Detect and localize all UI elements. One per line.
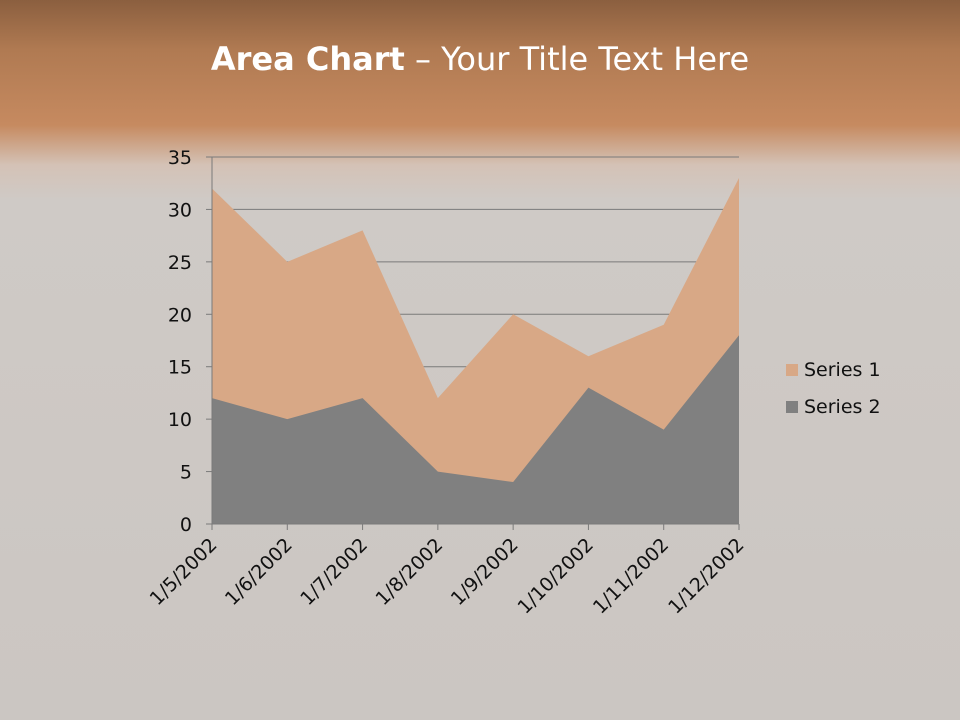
x-tick-label: 1/8/2002 <box>371 534 447 610</box>
legend-label: Series 2 <box>804 396 881 418</box>
x-tick-label: 1/7/2002 <box>296 534 372 610</box>
y-tick-label: 30 <box>168 199 192 221</box>
x-tick-label: 1/5/2002 <box>146 534 222 610</box>
x-tick-label: 1/11/2002 <box>589 534 673 618</box>
legend-swatch <box>786 364 798 376</box>
legend-label: Series 1 <box>804 359 881 381</box>
legend-series-2: Series 2 <box>786 396 881 418</box>
y-tick-label: 35 <box>168 147 192 169</box>
y-tick-label: 25 <box>168 252 192 274</box>
y-tick-label: 0 <box>180 514 192 536</box>
title-rest: – Your Title Text Here <box>404 40 750 78</box>
y-tick-label: 15 <box>168 357 192 379</box>
x-tick-label: 1/9/2002 <box>447 534 523 610</box>
x-tick-label: 1/10/2002 <box>514 534 598 618</box>
area-series-2 <box>212 335 739 524</box>
y-tick-label: 20 <box>168 304 192 326</box>
title-bold: Area Chart <box>210 40 405 78</box>
x-tick-label: 1/6/2002 <box>221 534 297 610</box>
y-tick-label: 10 <box>168 409 192 431</box>
legend-series-1: Series 1 <box>786 359 881 381</box>
legend-swatch <box>786 401 798 413</box>
y-tick-label: 5 <box>180 462 192 484</box>
x-tick-label: 1/12/2002 <box>664 534 748 618</box>
slide-title: Area Chart – Your Title Text Here <box>0 40 960 78</box>
